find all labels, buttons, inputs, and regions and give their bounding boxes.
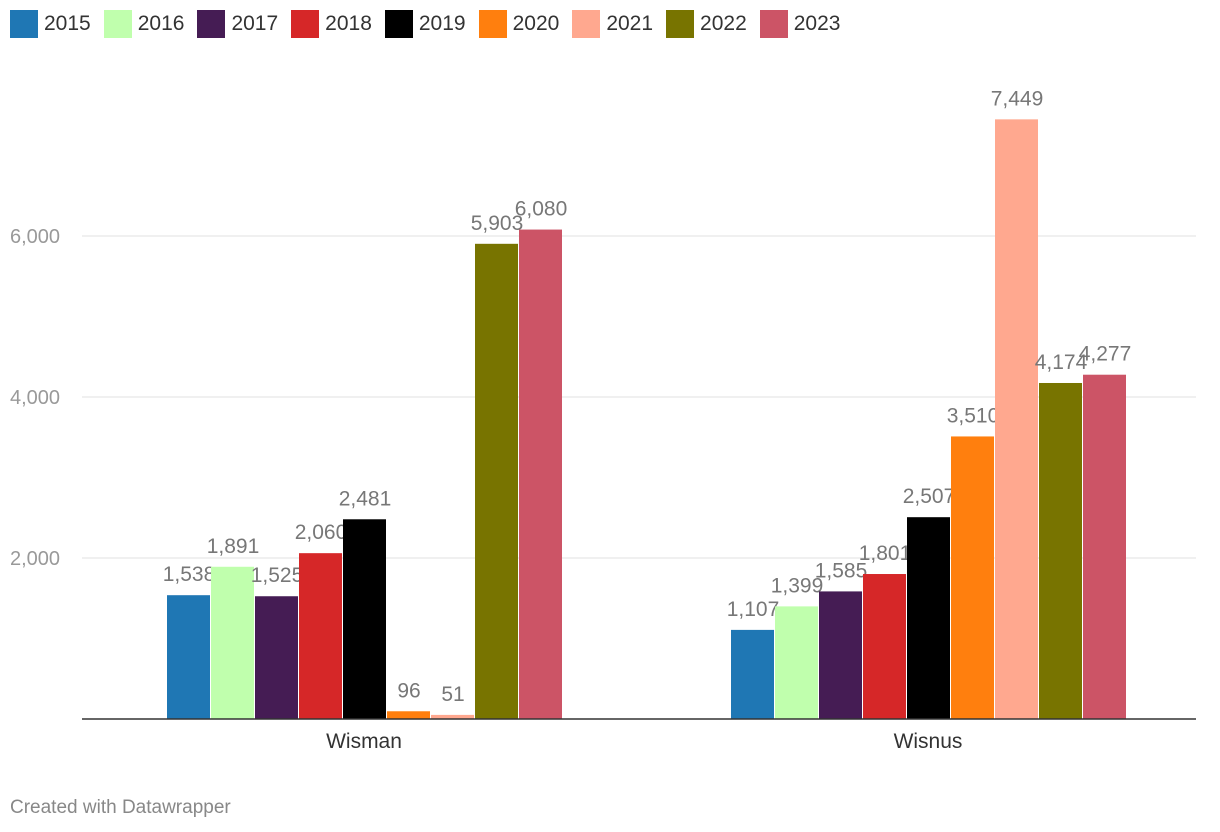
data-label: 1,399 [771, 574, 824, 597]
legend-item: 2021 [572, 10, 653, 38]
legend-swatch [478, 10, 507, 38]
data-label: 7,449 [991, 87, 1044, 110]
data-label: 2,507 [903, 485, 956, 508]
bar-2021-wisnus [995, 119, 1038, 720]
bar-2015-wisman [167, 595, 210, 719]
legend-label: 2023 [793, 12, 841, 35]
bar-2020-wisnus [951, 436, 994, 719]
bar-2017-wisman [255, 596, 298, 719]
bar-2023-wisnus [1083, 374, 1126, 719]
data-label: 96 [397, 679, 420, 702]
legend-label: 2022 [700, 12, 747, 35]
legend-label: 2016 [137, 12, 185, 35]
legend-swatch [103, 10, 132, 38]
data-label: 6,080 [515, 198, 568, 221]
bar-2016-wisnus [775, 606, 818, 719]
legend-swatch [759, 10, 788, 38]
bar-2016-wisman [211, 566, 254, 719]
legend-item: 2016 [103, 10, 185, 38]
data-label: 2,060 [295, 521, 348, 544]
legend-label: 2017 [231, 12, 279, 35]
data-label: 1,538 [163, 563, 216, 586]
legend-swatch [291, 10, 320, 38]
legend-item: 2019 [384, 10, 466, 38]
legend-item: 2018 [291, 10, 372, 38]
data-label: 4,174 [1035, 351, 1088, 374]
legend-item: 2023 [759, 10, 841, 38]
legend-swatch [666, 10, 695, 38]
legend-item: 2020 [478, 10, 560, 38]
data-label: 4,277 [1079, 343, 1132, 366]
bar-2015-wisnus [731, 629, 774, 719]
data-label: 1,585 [815, 559, 868, 582]
data-label: 5,903 [471, 212, 524, 235]
y-tick-label: 2,000 [10, 548, 60, 570]
legend-swatch [197, 10, 226, 38]
bar-2019-wisnus [907, 517, 950, 719]
legend-item: 2015 [10, 10, 91, 38]
data-label: 1,801 [859, 542, 912, 565]
bar-2022-wisnus [1039, 382, 1082, 719]
x-tick-label: Wisnus [894, 730, 963, 753]
legend-swatch [572, 10, 601, 38]
legend-item: 2017 [197, 10, 278, 38]
legend: 2015 2016 2017 2018 2019 2020 2021 2022 2023 [10, 10, 853, 38]
x-tick-label: Wisman [326, 730, 402, 753]
bar-2018-wisman [299, 553, 342, 719]
data-label: 3,510 [947, 404, 1000, 427]
bar-2022-wisman [475, 243, 518, 719]
bar-2023-wisman [519, 229, 562, 719]
footer-credit: Created with Datawrapper [10, 797, 231, 818]
legend-label: 2021 [606, 12, 654, 35]
bar-2019-wisman [343, 519, 386, 719]
legend-swatch [384, 10, 413, 38]
legend-item: 2022 [666, 10, 747, 38]
bar-2017-wisnus [819, 591, 862, 719]
y-tick-label: 4,000 [10, 387, 60, 409]
data-label: 2,481 [339, 487, 392, 510]
data-label: 51 [441, 683, 464, 706]
legend-swatch [10, 10, 38, 38]
data-label: 1,525 [251, 564, 304, 587]
data-label: 1,107 [727, 598, 780, 621]
legend-label: 2019 [418, 12, 466, 35]
legend-label: 2018 [325, 12, 372, 35]
bar-2020-wisman [387, 711, 430, 719]
bar-2021-wisman [431, 714, 474, 719]
legend-label: 2015 [44, 12, 91, 35]
bar-2018-wisnus [863, 574, 906, 719]
y-tick-label: 6,000 [10, 226, 60, 248]
legend-label: 2020 [512, 12, 560, 35]
data-label: 1,891 [207, 535, 260, 558]
